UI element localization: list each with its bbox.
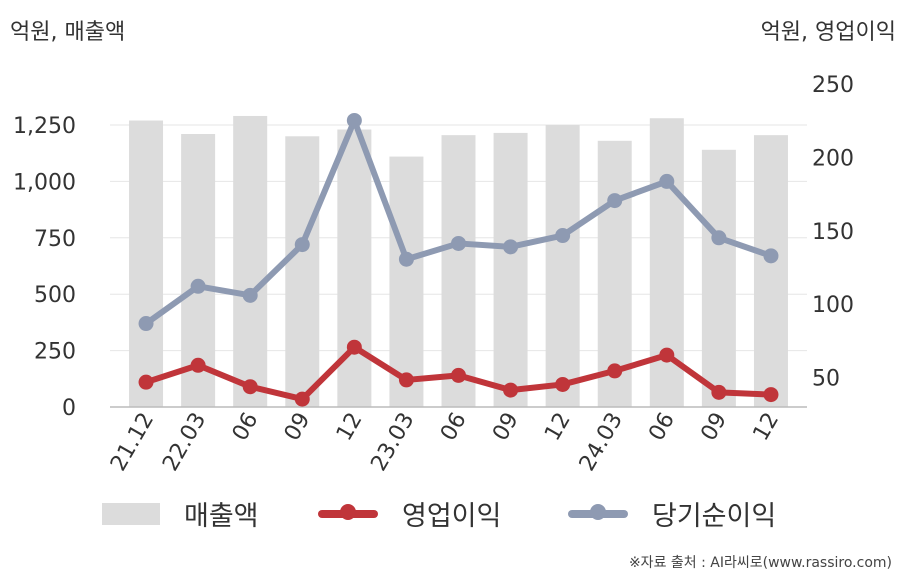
bar (337, 129, 372, 407)
data-point (555, 228, 571, 244)
y-tick-right: 150 (812, 220, 854, 245)
x-tick: 23.03 (366, 409, 419, 476)
bar (753, 135, 788, 408)
data-point (607, 363, 623, 379)
data-point (294, 237, 310, 253)
data-point (711, 384, 727, 400)
bar (545, 125, 580, 407)
legend-label-revenue: 매출액 (184, 501, 259, 532)
bar (233, 115, 268, 407)
x-tick: 12 (540, 409, 576, 446)
data-point (607, 193, 623, 209)
data-point (190, 357, 206, 373)
data-point (398, 372, 414, 388)
data-point (555, 376, 571, 392)
legend-label-operating-profit: 영업이익 (402, 501, 502, 532)
data-point (346, 339, 362, 355)
x-tick: 12 (749, 409, 785, 446)
x-tick: 06 (644, 409, 680, 446)
y-axis-right-ticks: 50 100 150 200 250 (812, 73, 854, 392)
x-tick: 09 (696, 409, 732, 446)
left-axis-unit-label: 억원, 매출액 (10, 20, 126, 45)
data-point (451, 235, 466, 251)
x-tick: 06 (228, 409, 264, 446)
x-tick: 06 (436, 409, 472, 446)
y-tick-left: 1,250 (13, 114, 76, 139)
y-axis-left-ticks: 0 250 500 750 1,000 1,250 (13, 114, 76, 421)
data-point (294, 391, 310, 407)
y-tick-left: 250 (34, 340, 76, 365)
legend-swatch-operating-profit (318, 503, 378, 520)
data-point (138, 316, 154, 332)
y-tick-left: 500 (34, 283, 76, 308)
data-point (659, 347, 675, 363)
x-tick: 09 (488, 409, 524, 446)
y-tick-right: 250 (812, 73, 854, 98)
data-point (451, 367, 466, 383)
data-point (346, 112, 362, 128)
x-tick: 09 (280, 409, 316, 446)
y-tick-left: 0 (62, 396, 76, 421)
x-tick: 22.03 (158, 409, 211, 476)
y-tick-right: 200 (812, 146, 854, 171)
bar (597, 140, 632, 408)
legend-swatch-revenue (102, 502, 160, 525)
y-tick-right: 100 (812, 293, 854, 318)
data-point (503, 382, 519, 398)
source-note: ※자료 출처 : AI라씨로(www.rassiro.com) (628, 555, 892, 571)
legend-item-revenue: 매출액 (102, 494, 259, 533)
bar-series-revenue (129, 115, 788, 408)
legend-label-net-income: 당기순이익 (652, 501, 777, 532)
y-tick-right: 50 (812, 367, 840, 392)
data-point (763, 248, 779, 264)
legend-item-net-income: 당기순이익 (568, 494, 776, 533)
x-tick: 24.03 (575, 409, 628, 476)
right-axis-unit-label: 억원, 영업이익 (760, 20, 896, 45)
data-point (763, 387, 779, 403)
y-tick-left: 750 (34, 227, 76, 252)
legend-swatch-net-income (568, 503, 628, 520)
data-point (659, 173, 675, 189)
y-tick-left: 1,000 (13, 170, 76, 195)
x-tick: 12 (332, 409, 368, 446)
bar (285, 136, 320, 407)
bar (389, 156, 424, 407)
bar (441, 135, 476, 408)
legend-item-operating-profit: 영업이익 (318, 494, 501, 533)
data-point (711, 230, 727, 246)
data-point (242, 379, 258, 395)
data-point (398, 251, 414, 267)
bar (493, 132, 528, 407)
data-point (503, 239, 519, 255)
bar (701, 149, 736, 408)
data-point (242, 287, 258, 303)
bar (129, 120, 164, 407)
data-point (138, 374, 154, 390)
data-point (190, 278, 206, 294)
x-tick: 21.12 (106, 409, 159, 476)
line-series (138, 112, 779, 407)
